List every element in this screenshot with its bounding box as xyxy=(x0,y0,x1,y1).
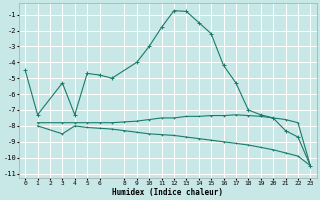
X-axis label: Humidex (Indice chaleur): Humidex (Indice chaleur) xyxy=(112,188,223,197)
